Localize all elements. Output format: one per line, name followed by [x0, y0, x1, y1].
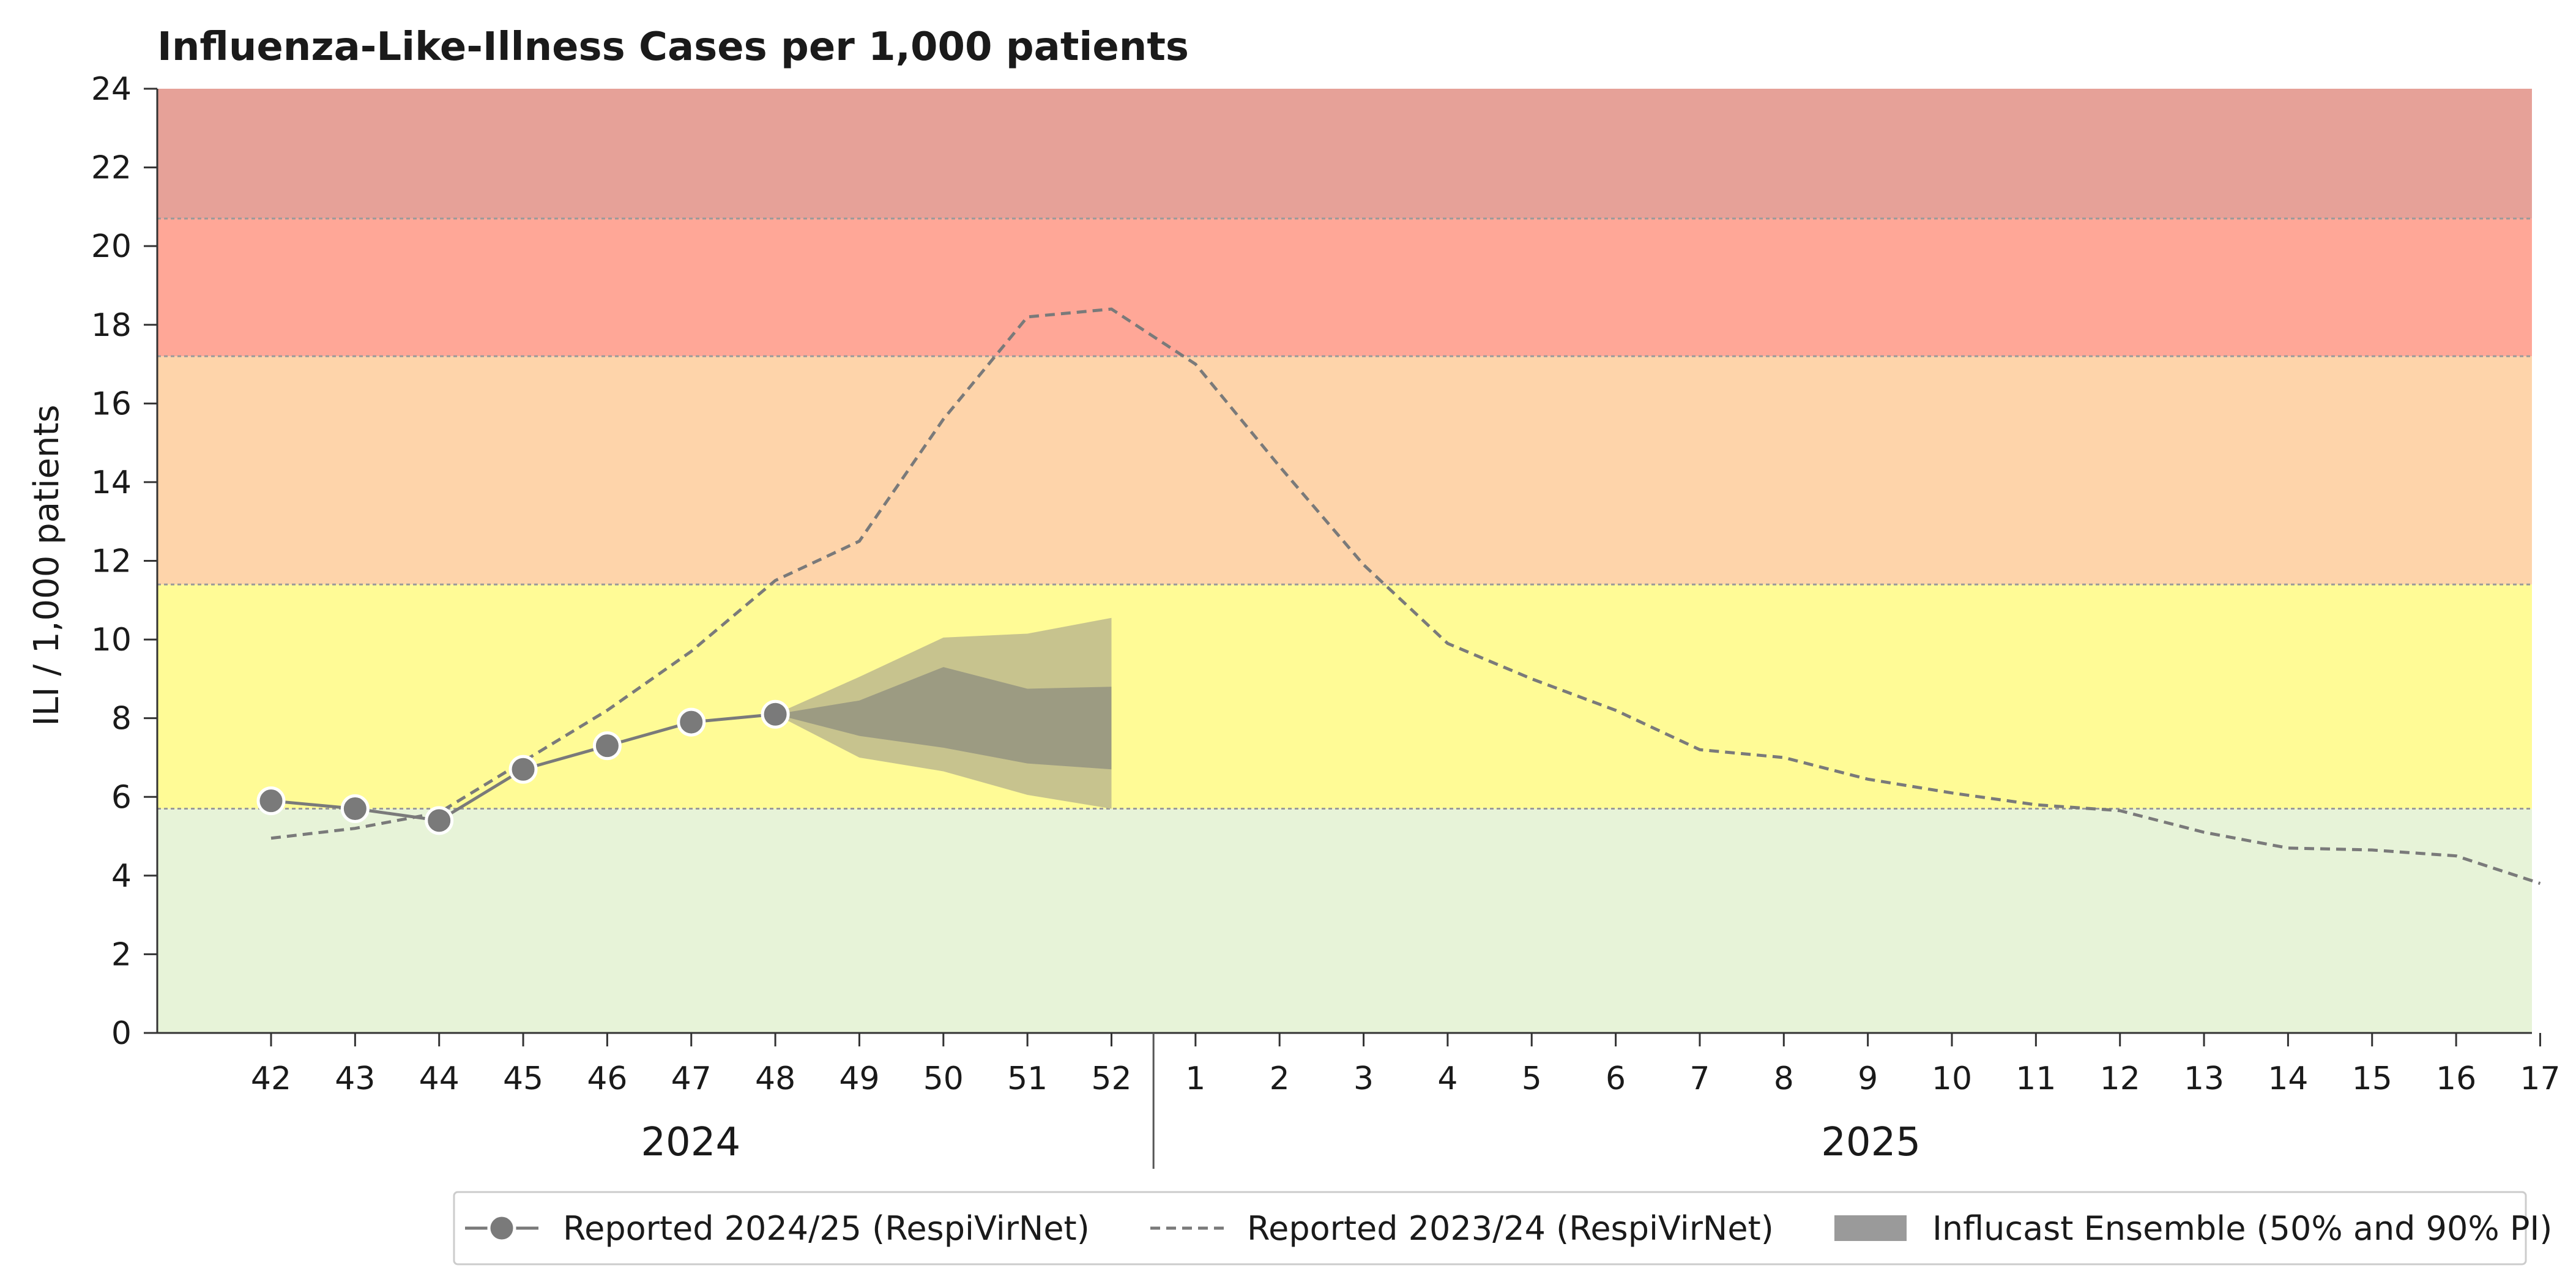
y-tick-label: 6 — [111, 779, 132, 816]
y-tick-label: 18 — [91, 307, 132, 344]
series-2023-24 — [270, 307, 2541, 885]
x-tick-label: 48 — [755, 1060, 795, 1097]
series-2024-25-point — [677, 707, 706, 737]
x-tick-label: 6 — [1606, 1060, 1626, 1097]
legend-label-2023-24: Reported 2023/24 (RespiVirNet) — [1247, 1209, 1774, 1248]
y-tick-label: 12 — [91, 543, 132, 580]
band-threshold-lines — [157, 217, 2532, 810]
x-tick-label: 8 — [1774, 1060, 1794, 1097]
x-tick-label: 51 — [1007, 1060, 1048, 1097]
y-tick-label: 16 — [91, 386, 132, 422]
y-axis-title: ILI / 1,000 patients — [27, 404, 67, 726]
series-2024-25-point — [761, 699, 790, 729]
y-tick-label: 14 — [91, 464, 132, 501]
series-2024-25-point — [508, 755, 538, 784]
forecast-bands — [775, 617, 1112, 809]
x-tick-label: 17 — [2520, 1060, 2560, 1097]
x-tick-label: 5 — [1522, 1060, 1542, 1097]
x-tick-label: 15 — [2352, 1060, 2392, 1097]
intensity-bands — [157, 89, 2532, 1033]
band-1 — [157, 584, 2532, 809]
series-2023-24-line — [270, 307, 2541, 885]
band-2 — [157, 356, 2532, 585]
legend-marker-2024-25 — [487, 1213, 516, 1243]
x-tick-label: 11 — [2016, 1060, 2056, 1097]
x-tick-label: 1 — [1185, 1060, 1205, 1097]
year-label-2024: 2024 — [641, 1120, 740, 1165]
band-4 — [157, 89, 2532, 219]
y-tick-label: 2 — [111, 936, 132, 973]
x-tick-label: 9 — [1858, 1060, 1878, 1097]
legend: Reported 2024/25 (RespiVirNet) Reported 2… — [453, 1191, 2552, 1265]
x-tick-label: 45 — [503, 1060, 543, 1097]
band-3 — [157, 218, 2532, 357]
series-2024-25-point — [425, 806, 454, 835]
legend-swatch-forecast — [1834, 1215, 1907, 1241]
x-tick-label: 44 — [419, 1060, 460, 1097]
series-2024-25 — [256, 699, 790, 835]
x-tick-label: 10 — [1932, 1060, 1972, 1097]
legend-label-2024-25: Reported 2024/25 (RespiVirNet) — [563, 1209, 1090, 1248]
x-tick-label: 52 — [1091, 1060, 1131, 1097]
series-2024-25-point — [340, 794, 370, 824]
x-tick-label: 42 — [251, 1060, 291, 1097]
x-axis-ticks: 42 43 44 45 46 47 48 49 50 51 52 1 2 3 4 5 6 7 8 9 10 11 12 13 1… — [251, 1033, 2561, 1165]
x-tick-label: 16 — [2436, 1060, 2476, 1097]
x-tick-label: 43 — [335, 1060, 375, 1097]
legend-box — [453, 1191, 2527, 1265]
x-tick-label: 50 — [923, 1060, 964, 1097]
x-tick-label: 12 — [2100, 1060, 2140, 1097]
chart-title: Influenza-Like-Illness Cases per 1,000 p… — [157, 24, 1189, 70]
band-0 — [157, 808, 2532, 1033]
y-tick-label: 4 — [111, 858, 132, 895]
legend-label-forecast: Influcast Ensemble (50% and 90% PI) — [1932, 1209, 2552, 1248]
series-2024-25-point — [256, 786, 286, 816]
series-2024-25-point — [592, 731, 622, 761]
forecast-50-pi — [775, 667, 1112, 770]
x-tick-label: 2 — [1270, 1060, 1290, 1097]
y-tick-label: 24 — [91, 71, 132, 108]
y-tick-label: 10 — [91, 622, 132, 658]
year-label-2025: 2025 — [1821, 1120, 1921, 1165]
y-tick-label: 8 — [111, 701, 132, 737]
x-tick-label: 47 — [671, 1060, 712, 1097]
x-tick-label: 14 — [2268, 1060, 2308, 1097]
y-tick-label: 0 — [111, 1015, 132, 1052]
x-tick-label: 7 — [1689, 1060, 1710, 1097]
x-tick-label: 3 — [1353, 1060, 1374, 1097]
x-tick-label: 13 — [2184, 1060, 2224, 1097]
y-tick-label: 22 — [91, 150, 132, 187]
x-tick-label: 49 — [839, 1060, 879, 1097]
x-tick-label: 46 — [587, 1060, 627, 1097]
x-tick-label: 4 — [1437, 1060, 1457, 1097]
y-tick-label: 20 — [91, 228, 132, 265]
